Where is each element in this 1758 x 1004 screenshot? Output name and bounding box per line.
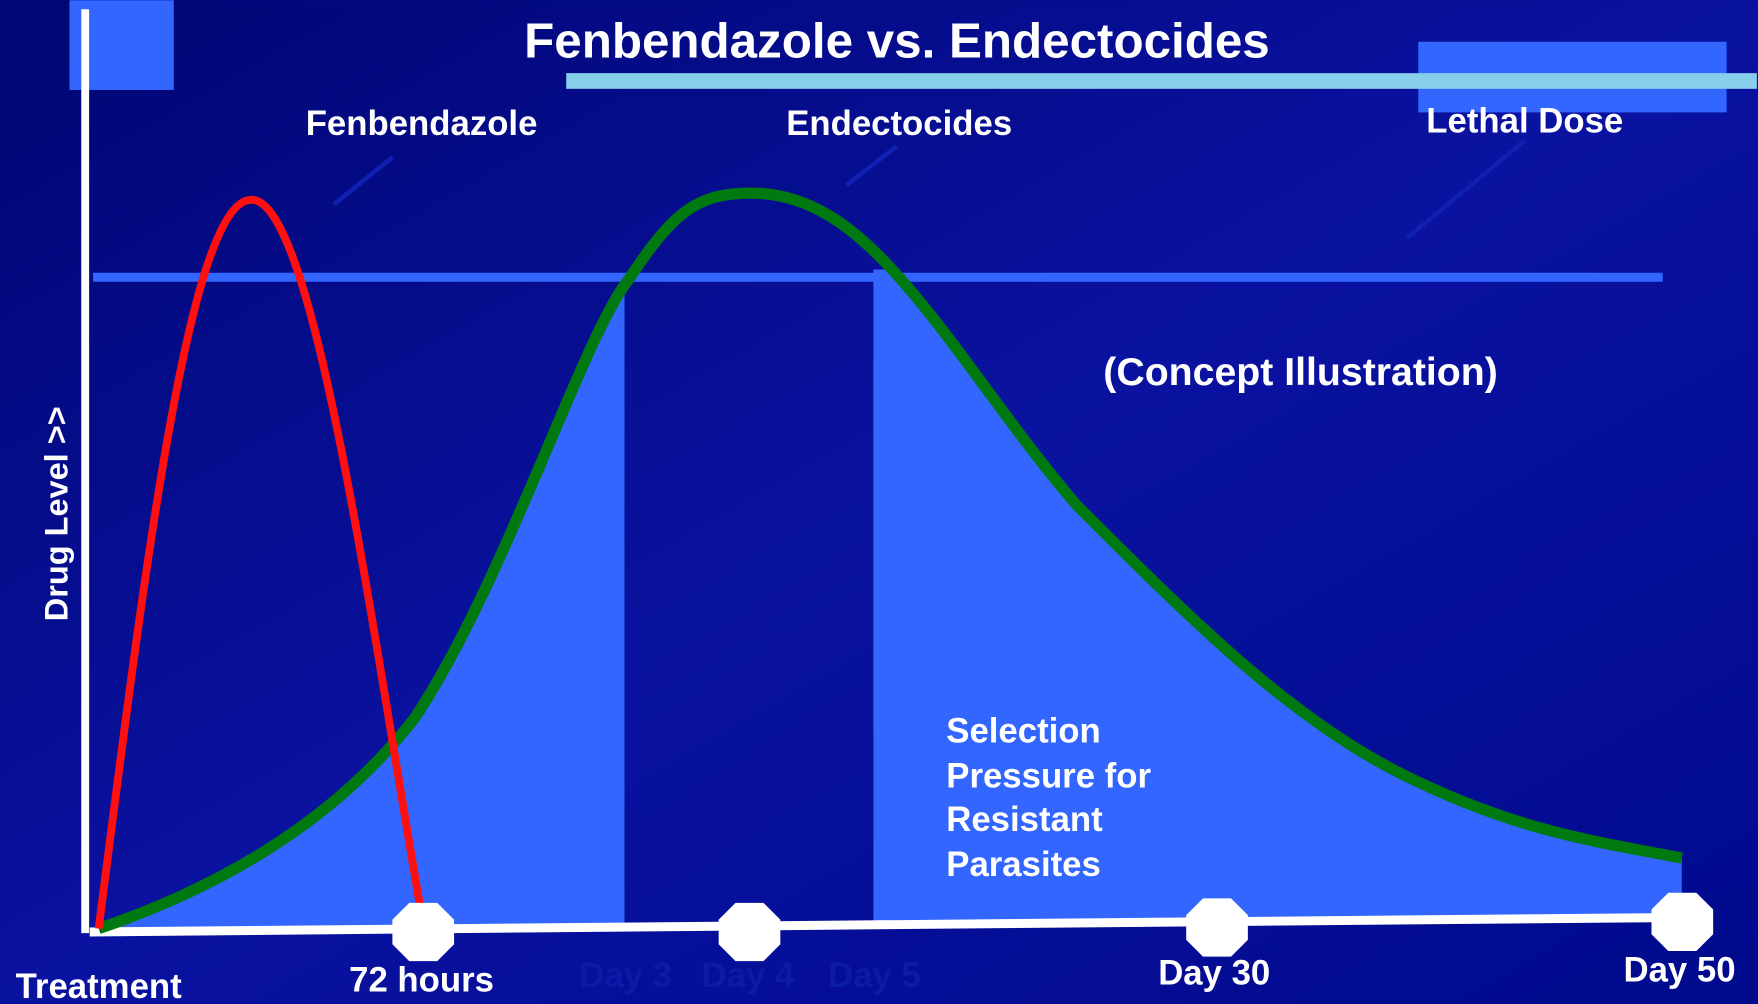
curve-label: Fenbendazole (306, 105, 538, 143)
curve-label: Endectocides (786, 105, 1012, 143)
pointer-arrows (332, 138, 1527, 240)
x-label: Day 5 (828, 957, 921, 995)
selection-line: Pressure for (946, 757, 1151, 795)
note: (Concept Illustration) (1103, 350, 1498, 394)
x-axis (89, 912, 1688, 937)
selection-text: Selection Pressure for Resistant Parasit… (946, 712, 1151, 883)
fenbendazole-curve (94, 195, 425, 930)
selection-line: Parasites (946, 846, 1101, 884)
x-label: Day 3 (579, 957, 672, 995)
curve-label: Lethal Dose (1426, 103, 1623, 141)
title: Fenbendazole vs. Endectocides (524, 13, 1270, 68)
selection-area (98, 269, 1682, 931)
selection-line: Selection (946, 712, 1101, 750)
title-rule (566, 73, 1757, 89)
x-label: Day 30 (1158, 955, 1270, 993)
x-label: Day 4 (701, 957, 794, 995)
x-label: 72 hours (349, 961, 494, 999)
endectocide-curve (96, 187, 1683, 934)
x-label: Treatment (16, 968, 183, 1004)
time-markers (392, 892, 1714, 962)
y-axis-label: Drug Level >> (38, 406, 74, 621)
selection-line: Resistant (946, 801, 1103, 839)
x-label: Day 50 (1623, 951, 1735, 989)
